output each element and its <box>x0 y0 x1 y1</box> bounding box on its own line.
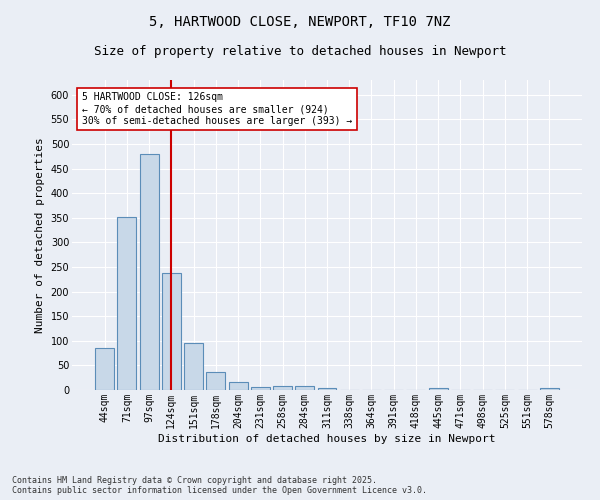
Text: 5, HARTWOOD CLOSE, NEWPORT, TF10 7NZ: 5, HARTWOOD CLOSE, NEWPORT, TF10 7NZ <box>149 15 451 29</box>
Bar <box>95 348 114 390</box>
Bar <box>295 386 314 390</box>
Bar <box>251 386 270 390</box>
Bar <box>229 382 248 390</box>
Bar <box>429 388 448 390</box>
Bar <box>273 386 292 390</box>
Bar <box>140 154 158 390</box>
Text: Size of property relative to detached houses in Newport: Size of property relative to detached ho… <box>94 45 506 58</box>
Bar <box>540 388 559 390</box>
Bar <box>206 372 225 390</box>
X-axis label: Distribution of detached houses by size in Newport: Distribution of detached houses by size … <box>158 434 496 444</box>
Y-axis label: Number of detached properties: Number of detached properties <box>35 137 45 333</box>
Bar <box>184 343 203 390</box>
Bar <box>162 274 181 390</box>
Text: 5 HARTWOOD CLOSE: 126sqm
← 70% of detached houses are smaller (924)
30% of semi-: 5 HARTWOOD CLOSE: 126sqm ← 70% of detach… <box>82 92 352 126</box>
Bar <box>317 388 337 390</box>
Text: Contains HM Land Registry data © Crown copyright and database right 2025.
Contai: Contains HM Land Registry data © Crown c… <box>12 476 427 495</box>
Bar <box>118 217 136 390</box>
